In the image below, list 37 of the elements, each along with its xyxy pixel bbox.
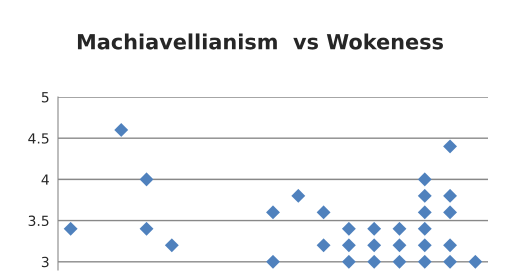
point (418, 205, 432, 220)
point (342, 222, 356, 236)
point (291, 188, 306, 203)
point (140, 172, 154, 186)
point (367, 238, 382, 252)
point (418, 188, 432, 203)
point (64, 222, 78, 236)
point (443, 139, 458, 154)
chart-title: Machiavellianism vs Wokeness (78, 33, 443, 50)
point (418, 254, 432, 269)
point (392, 238, 406, 252)
point (418, 238, 432, 252)
point (266, 205, 280, 220)
point (468, 254, 482, 269)
y-tick-label: 5 (42, 92, 48, 102)
point (316, 205, 331, 220)
y-tick-label: 3.5 (28, 216, 48, 226)
point (342, 254, 356, 269)
point (266, 254, 280, 269)
y-tick-label: 4 (42, 174, 49, 185)
point (367, 254, 382, 269)
y-tick-label: 4.5 (28, 133, 48, 144)
point (164, 238, 179, 252)
point (418, 172, 432, 186)
point (443, 205, 458, 220)
point (367, 222, 382, 236)
point (316, 238, 331, 252)
point (418, 222, 432, 236)
point (140, 222, 154, 236)
point (392, 254, 406, 269)
point (443, 254, 458, 269)
point (443, 188, 458, 203)
point (443, 238, 458, 252)
point (342, 238, 356, 252)
point (392, 222, 406, 236)
point (114, 123, 128, 137)
y-tick-label: 3 (42, 256, 49, 268)
